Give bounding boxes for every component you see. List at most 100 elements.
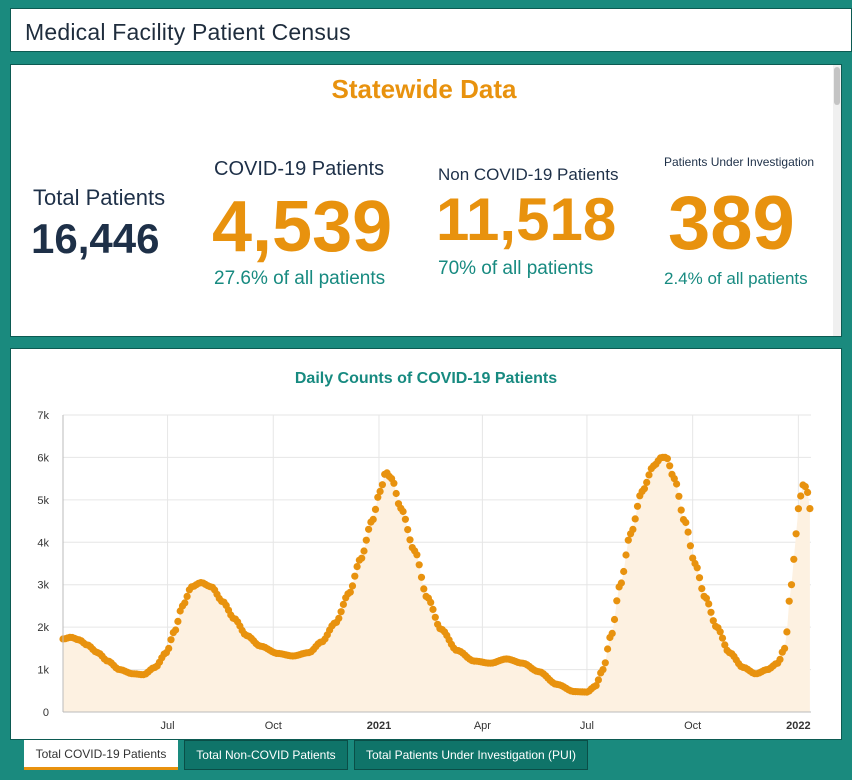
- data-point: [608, 629, 616, 637]
- y-tick-label: 6k: [37, 452, 49, 464]
- data-point: [631, 515, 639, 523]
- data-point: [165, 644, 173, 652]
- data-point: [643, 478, 651, 486]
- data-point: [689, 554, 697, 562]
- covid-patients-percent: 27.6% of all patients: [214, 268, 386, 289]
- x-tick-label: Jul: [161, 720, 175, 732]
- tab-total-non-covid[interactable]: Total Non-COVID Patients: [184, 740, 348, 770]
- noncovid-patients-value: 11,518: [436, 186, 617, 253]
- y-tick-label: 2k: [37, 622, 49, 634]
- data-point: [645, 471, 653, 479]
- data-point: [663, 455, 672, 463]
- data-point: [415, 561, 423, 569]
- data-point: [677, 506, 685, 514]
- noncovid-patients-percent: 70% of all patients: [438, 258, 594, 279]
- data-point: [797, 492, 805, 500]
- data-point: [633, 502, 642, 510]
- covid-patients-label: COVID-19 Patients: [214, 158, 385, 180]
- data-point: [804, 488, 812, 496]
- covid-patients-value: 4,539: [212, 187, 393, 267]
- data-point: [417, 573, 426, 581]
- data-point: [335, 614, 343, 622]
- data-point: [673, 480, 681, 488]
- data-point: [369, 515, 377, 523]
- data-point: [707, 608, 715, 616]
- data-point: [776, 655, 784, 663]
- data-point: [613, 597, 621, 605]
- data-point: [698, 585, 706, 593]
- data-point: [172, 626, 180, 634]
- data-point: [640, 485, 649, 493]
- y-tick-label: 0: [43, 707, 49, 719]
- statewide-panel: Statewide Data Total Patients 16,446 COV…: [10, 64, 842, 337]
- data-point: [339, 600, 347, 608]
- data-point: [376, 487, 384, 495]
- x-tick-label: 2022: [786, 720, 810, 732]
- data-point: [420, 585, 428, 593]
- data-point: [718, 634, 727, 642]
- data-point: [378, 481, 386, 489]
- data-point: [392, 489, 400, 498]
- data-point: [413, 551, 421, 559]
- data-point: [599, 666, 607, 674]
- data-point: [406, 536, 414, 544]
- data-point: [390, 479, 398, 487]
- data-point: [716, 628, 724, 636]
- data-point: [183, 592, 191, 600]
- data-point: [785, 597, 793, 605]
- data-point: [702, 594, 711, 602]
- data-point: [693, 564, 701, 572]
- y-tick-label: 7k: [37, 410, 49, 422]
- scrollbar-thumb[interactable]: [834, 67, 840, 105]
- data-point: [358, 554, 366, 562]
- data-point: [610, 615, 619, 624]
- data-point: [620, 567, 628, 576]
- data-point: [360, 547, 368, 555]
- data-point: [670, 475, 678, 483]
- tab-total-covid[interactable]: Total COVID-19 Patients: [24, 740, 178, 770]
- data-point: [353, 563, 361, 571]
- data-point: [401, 515, 409, 523]
- data-point: [174, 617, 182, 625]
- data-point: [801, 483, 809, 491]
- data-point: [427, 598, 435, 606]
- x-tick-label: Oct: [684, 720, 701, 732]
- chart-points: [59, 453, 814, 696]
- pui-percent: 2.4% of all patients: [664, 269, 808, 288]
- data-point: [705, 600, 713, 608]
- data-point: [629, 525, 637, 533]
- data-point: [686, 542, 695, 550]
- tab-total-pui[interactable]: Total Patients Under Investigation (PUI): [354, 740, 588, 770]
- data-point: [721, 641, 729, 649]
- area-fill: [63, 457, 810, 712]
- data-point: [806, 505, 814, 513]
- data-point: [374, 493, 382, 501]
- data-point: [624, 536, 632, 544]
- data-point: [781, 644, 789, 652]
- data-point: [794, 505, 803, 513]
- data-point: [431, 613, 439, 621]
- x-tick-label: 2021: [367, 720, 391, 732]
- data-point: [365, 525, 373, 533]
- data-point: [682, 518, 690, 527]
- data-point: [617, 579, 626, 587]
- data-point: [675, 492, 683, 500]
- data-point: [371, 505, 380, 513]
- data-point: [604, 645, 612, 653]
- data-point: [181, 599, 189, 607]
- y-tick-label: 1k: [37, 665, 49, 677]
- data-point: [399, 507, 407, 516]
- page-title: Medical Facility Patient Census: [25, 19, 351, 45]
- data-point: [622, 551, 630, 559]
- statewide-heading: Statewide Data: [331, 74, 517, 104]
- x-tick-label: Apr: [474, 720, 491, 732]
- data-point: [167, 636, 175, 644]
- total-patients-label: Total Patients: [33, 185, 166, 210]
- scrollbar[interactable]: [833, 65, 841, 336]
- chart-area: [63, 457, 810, 712]
- data-point: [592, 682, 600, 690]
- title-bar: Medical Facility Patient Census: [10, 8, 852, 52]
- data-point: [362, 536, 370, 544]
- chart-panel: Daily Counts of COVID-19 Patients 0 1k 2k 3…: [10, 348, 842, 740]
- y-tick-label: 5k: [37, 495, 49, 507]
